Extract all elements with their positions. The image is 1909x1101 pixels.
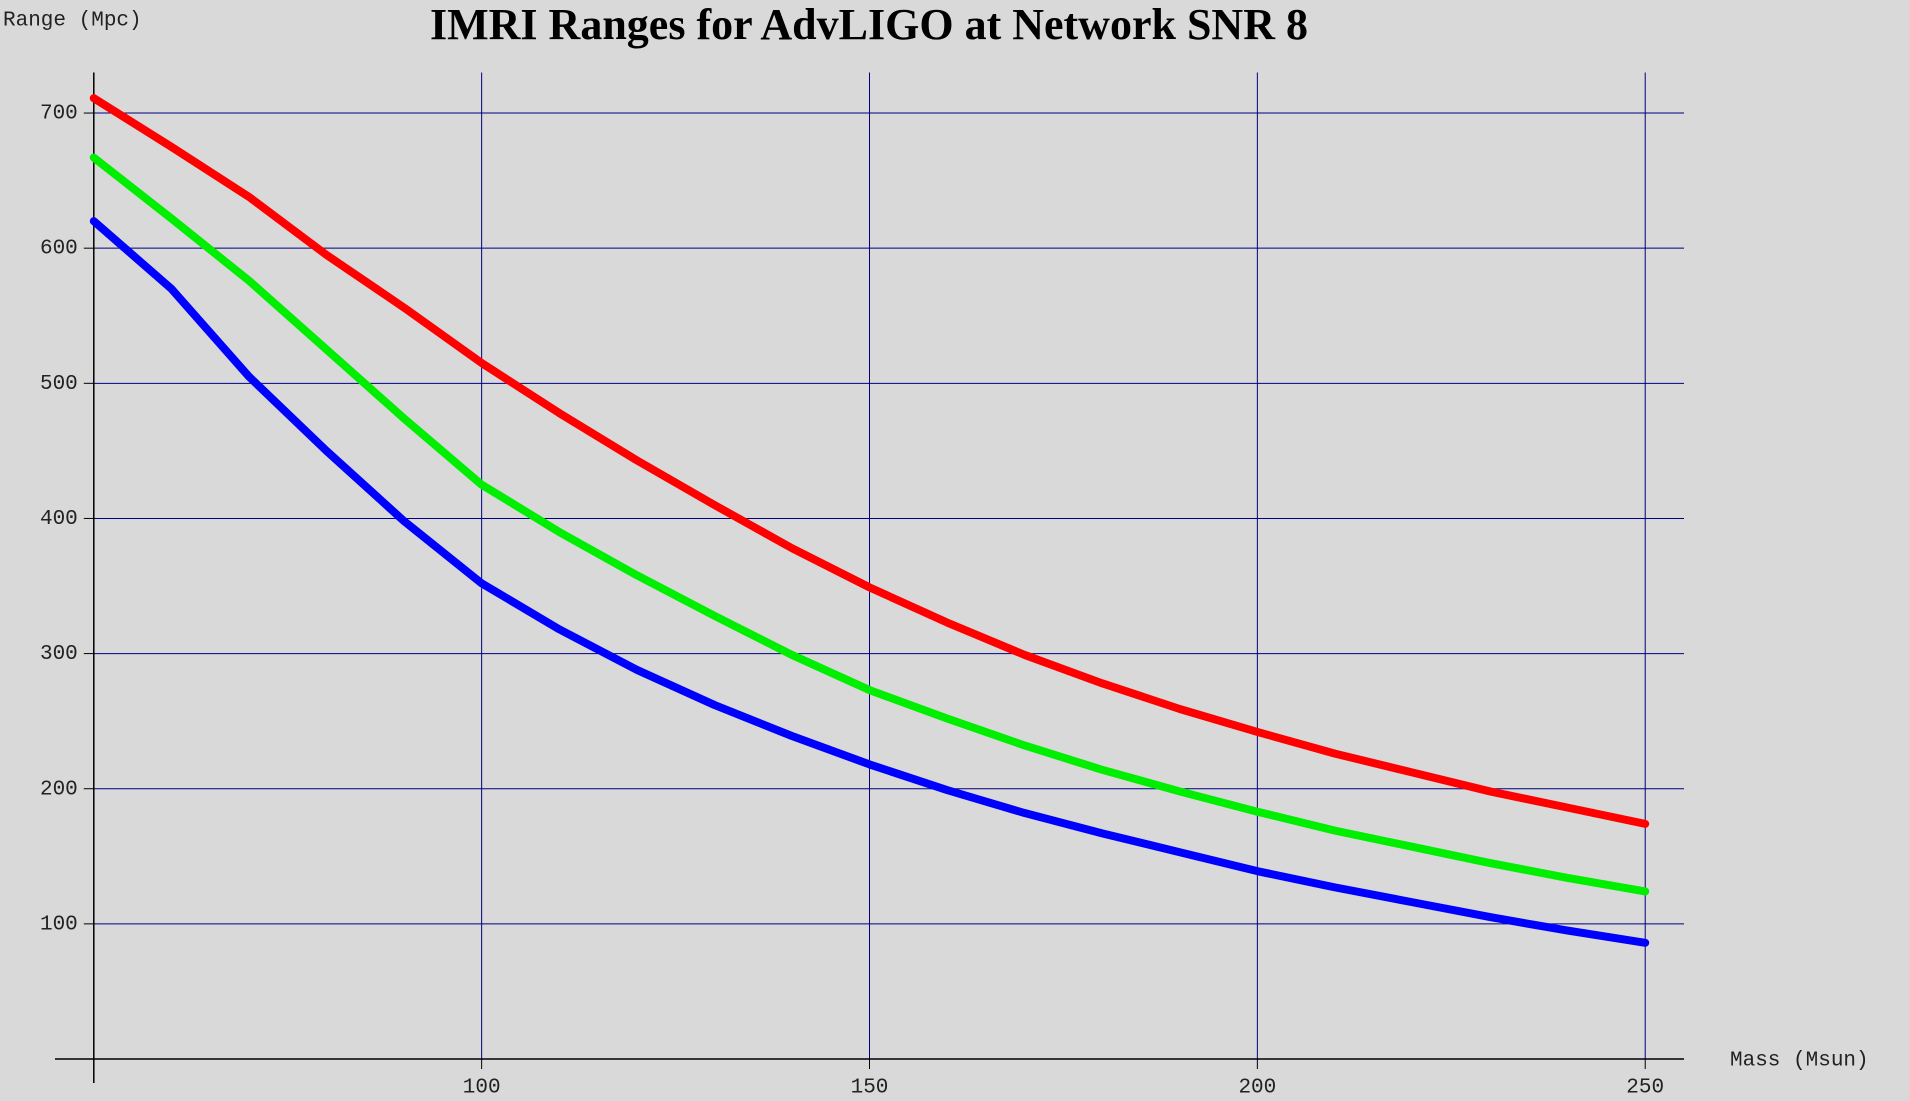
- y-tick-label: 700: [40, 103, 78, 126]
- line-series: [89, 94, 1650, 828]
- x-tick-label: 150: [851, 1077, 889, 1100]
- y-tick-label: 300: [40, 643, 78, 666]
- line-series: [89, 217, 1650, 947]
- y-tick-label: 500: [40, 373, 78, 396]
- x-tick-label: 250: [1626, 1077, 1664, 1100]
- y-tick-label: 200: [40, 778, 78, 801]
- line-series: [89, 153, 1650, 896]
- x-axis-label: Mass (Msun): [1730, 1050, 1869, 1073]
- chart-title: IMRI Ranges for AdvLIGO at Network SNR 8: [430, 0, 1308, 49]
- y-axis-label: Range (Mpc): [3, 10, 142, 33]
- y-tick-label: 100: [40, 913, 78, 936]
- x-tick-label: 100: [463, 1077, 501, 1100]
- y-tick-label: 400: [40, 508, 78, 531]
- x-tick-label: 200: [1238, 1077, 1276, 1100]
- y-tick-label: 600: [40, 238, 78, 261]
